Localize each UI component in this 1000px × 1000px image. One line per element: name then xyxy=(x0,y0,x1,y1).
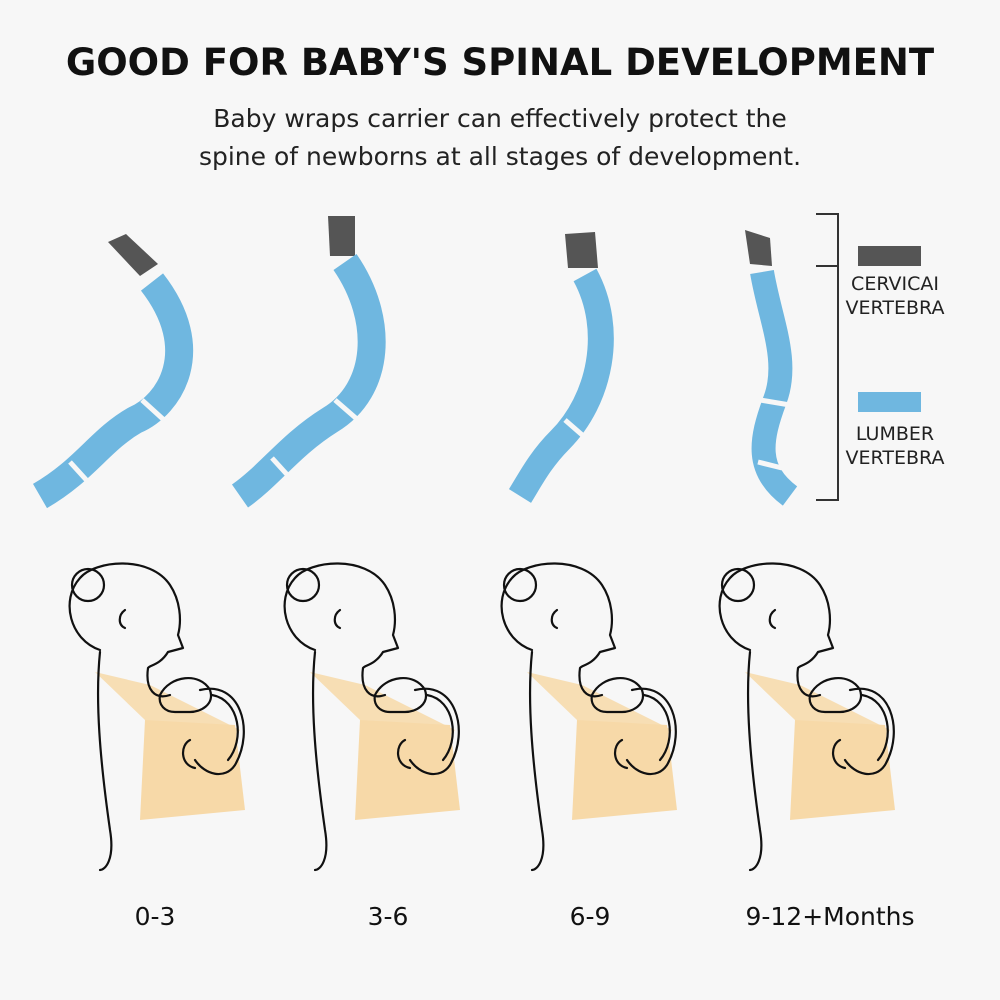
spine-diagrams xyxy=(32,216,798,509)
title: GOOD FOR BABY'S SPINAL DEVELOPMENT xyxy=(66,41,935,84)
legend-label: VERTEBRA xyxy=(846,297,945,319)
stage-label: 0-3 xyxy=(135,902,176,931)
legend-label: CERVICAI xyxy=(851,273,939,295)
legend xyxy=(816,213,921,501)
legend-label: VERTEBRA xyxy=(846,447,945,469)
subtitle-line: spine of newborns at all stages of devel… xyxy=(199,142,801,171)
stage-label: 6-9 xyxy=(570,902,611,931)
figure xyxy=(68,562,247,872)
stage-label: 3-6 xyxy=(368,902,409,931)
figure xyxy=(718,562,897,872)
figure xyxy=(500,562,679,872)
subtitle-line: Baby wraps carrier can effectively prote… xyxy=(213,104,787,133)
stage-label: 9-12+Months xyxy=(745,902,914,931)
legend-label: LUMBER xyxy=(856,423,934,445)
figure xyxy=(283,562,462,872)
